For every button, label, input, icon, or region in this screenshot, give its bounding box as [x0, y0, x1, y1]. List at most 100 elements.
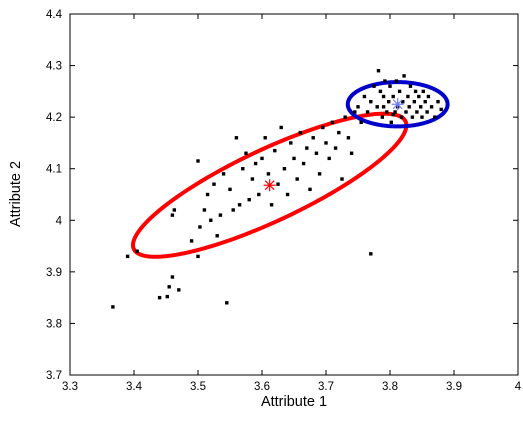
data-point [321, 125, 325, 130]
data-point [209, 218, 213, 222]
data-point [413, 89, 418, 94]
data-point [263, 136, 267, 140]
data-point [340, 177, 344, 181]
data-point [433, 115, 437, 119]
data-point [212, 182, 216, 186]
data-point [383, 79, 387, 83]
data-point [376, 69, 381, 73]
data-point [228, 187, 232, 192]
data-point [412, 99, 417, 104]
data-point [393, 110, 397, 114]
x-tick-label: 3.7 [318, 381, 334, 393]
data-point [337, 130, 341, 135]
data-point [125, 254, 130, 259]
data-point [305, 146, 309, 150]
data-point [378, 89, 383, 94]
data-point [170, 213, 175, 217]
data-point [317, 172, 322, 176]
data-point [234, 136, 239, 140]
y-tick-label: 4.2 [46, 112, 62, 124]
data-point [282, 167, 287, 171]
data-point [253, 161, 258, 166]
data-point [421, 89, 425, 94]
data-point [269, 203, 274, 207]
data-point [426, 94, 431, 99]
data-point [417, 94, 421, 99]
data-point [247, 197, 251, 202]
data-point [381, 94, 386, 99]
data-point [362, 94, 367, 99]
data-point [330, 120, 335, 124]
data-point [196, 159, 200, 163]
data-point [402, 74, 406, 78]
data-point [298, 130, 303, 135]
x-axis-ticks: 3.3 3.4 3.5 3.6 3.7 3.8 3.9 4 [62, 14, 522, 393]
data-point [375, 105, 379, 109]
data-point [308, 187, 312, 192]
data-point [276, 182, 280, 186]
data-point [429, 105, 434, 109]
data-points [111, 69, 443, 309]
data-point [372, 84, 376, 88]
blue-cluster-ellipse [345, 80, 450, 129]
x-tick-label: 3.4 [126, 381, 143, 393]
y-tick-label: 4.3 [46, 61, 62, 73]
center-marker-stroke [392, 99, 403, 110]
data-point [172, 208, 177, 212]
data-point [391, 112, 395, 117]
x-tick-label: 4 [515, 381, 522, 393]
data-point [387, 99, 391, 104]
data-point [353, 110, 357, 114]
data-point [225, 301, 229, 305]
data-point [111, 305, 115, 309]
data-point [244, 151, 248, 155]
data-point [218, 213, 223, 217]
y-tick-label: 4.1 [46, 164, 62, 176]
cluster-ellipses [130, 80, 450, 259]
data-point [369, 252, 373, 256]
data-point [369, 99, 373, 104]
data-point [324, 141, 328, 145]
data-point [425, 110, 429, 114]
data-point [356, 105, 360, 109]
data-point [415, 110, 419, 114]
data-point [408, 84, 413, 88]
data-point [381, 105, 386, 109]
data-point [215, 234, 219, 238]
data-point [365, 110, 370, 114]
data-point [292, 156, 296, 161]
data-point [389, 120, 393, 124]
y-tick-label: 4.4 [46, 9, 63, 21]
data-point [420, 115, 424, 119]
data-point [189, 239, 194, 243]
data-point [404, 110, 408, 114]
data-point [231, 208, 235, 212]
x-tick-label: 3.5 [190, 381, 206, 393]
data-point [388, 84, 392, 88]
data-point [410, 115, 415, 119]
data-point [241, 167, 245, 171]
data-point [157, 295, 162, 300]
data-point [333, 146, 338, 150]
x-tick-label: 3.8 [382, 381, 398, 393]
y-tick-label: 4 [56, 215, 63, 227]
y-tick-label: 3.9 [46, 267, 62, 279]
plot-area [69, 13, 519, 376]
data-point [260, 156, 264, 161]
data-point [237, 203, 242, 207]
x-tick-label: 3.9 [446, 381, 462, 393]
y-axis-label: Attribute 2 [8, 161, 24, 227]
data-point [177, 288, 181, 292]
data-point [419, 105, 423, 109]
data-point [266, 172, 271, 176]
data-point [314, 151, 319, 155]
y-tick-label: 3.7 [46, 370, 62, 382]
data-point [135, 249, 139, 253]
data-point [359, 120, 363, 124]
data-point [221, 172, 226, 176]
data-point [205, 192, 210, 197]
data-point [285, 192, 290, 197]
data-point [406, 94, 410, 99]
